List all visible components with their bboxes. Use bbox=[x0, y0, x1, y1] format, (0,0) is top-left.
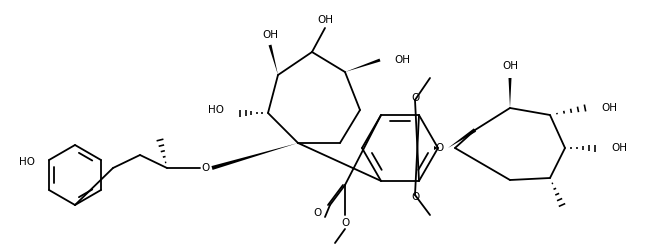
Text: O: O bbox=[436, 143, 444, 153]
Polygon shape bbox=[448, 128, 476, 148]
Text: O: O bbox=[314, 208, 322, 218]
Polygon shape bbox=[345, 58, 380, 72]
Polygon shape bbox=[509, 78, 511, 108]
Text: O: O bbox=[411, 192, 419, 202]
Text: OH: OH bbox=[611, 143, 627, 153]
Text: OH: OH bbox=[317, 15, 333, 25]
Text: OH: OH bbox=[601, 103, 617, 113]
Text: O: O bbox=[201, 163, 209, 173]
Text: O: O bbox=[411, 93, 419, 103]
Text: OH: OH bbox=[262, 30, 278, 40]
Polygon shape bbox=[211, 143, 298, 170]
Text: HO: HO bbox=[208, 105, 224, 115]
Polygon shape bbox=[434, 146, 438, 150]
Text: OH: OH bbox=[394, 55, 410, 65]
Text: OH: OH bbox=[502, 61, 518, 71]
Text: HO: HO bbox=[19, 157, 35, 167]
Polygon shape bbox=[268, 45, 278, 75]
Text: O: O bbox=[341, 218, 349, 228]
